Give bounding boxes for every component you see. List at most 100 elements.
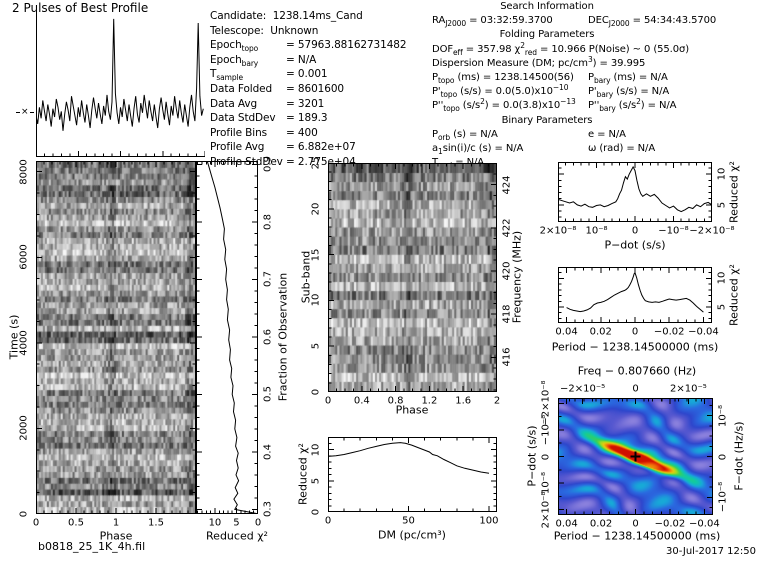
errorbar-right bbox=[29, 112, 34, 113]
tick-label: 5 bbox=[716, 303, 728, 311]
tick-label: 2 bbox=[493, 395, 501, 407]
tick-label: −10⁻⁸ bbox=[717, 482, 729, 513]
text-row: P''topo (s/s2) = 0.0(3.8)x10−13 P''bary (… bbox=[432, 97, 677, 114]
tick-label: 10 bbox=[310, 443, 322, 456]
tick-label: 0 bbox=[18, 510, 30, 518]
tick-label: −0.04 bbox=[689, 518, 720, 530]
tick-label: 2×10⁻⁸ bbox=[539, 225, 577, 237]
tick-label: 10⁻⁸ bbox=[717, 404, 729, 427]
text-row: Profile Bins = 400 bbox=[210, 126, 318, 139]
tick-label: 1.6 bbox=[455, 395, 472, 407]
axes-profile bbox=[36, 12, 205, 157]
tick-label: 0.3 bbox=[262, 501, 274, 518]
tick-label: 20 bbox=[310, 202, 322, 216]
text-row: Search Information bbox=[500, 1, 594, 12]
text-row: Data StdDev = 189.3 bbox=[210, 112, 328, 125]
tick-label: 0 bbox=[32, 517, 40, 529]
period-curve-panel bbox=[558, 267, 712, 323]
reduced-chi2-label-strip: Reduced χ² bbox=[206, 529, 268, 543]
tick-label: 50 bbox=[402, 515, 415, 527]
tick-label: 0.7 bbox=[262, 271, 274, 288]
tick-label: 0.6 bbox=[262, 328, 274, 345]
tick-label: −2×10⁻⁵ bbox=[560, 383, 606, 395]
plot-datetime: 30-Jul-2017 12:50 bbox=[665, 546, 756, 557]
dm-axis-label: DM (pc/cm³) bbox=[378, 528, 446, 542]
phase-axis-label-left: Phase bbox=[99, 529, 133, 543]
tick-label: 0.8 bbox=[387, 395, 404, 407]
tick-label: 0.9 bbox=[262, 156, 274, 173]
tick-label: 0 bbox=[310, 388, 322, 396]
tick-label: 10⁻⁸ bbox=[585, 225, 608, 237]
tick-label: 0.5 bbox=[262, 386, 274, 403]
search-info-block: Search Information RAJ2000 = 03:32:59.370… bbox=[432, 0, 759, 170]
chi2-vs-fraction-panel bbox=[196, 161, 258, 514]
text-row: Data Avg = 3201 bbox=[210, 97, 325, 110]
text-row: RAJ2000 = 03:32:59.3700 DECJ2000 = 54:34:… bbox=[432, 15, 717, 29]
tick-label: 4000 bbox=[18, 330, 30, 356]
tick-label: 10 bbox=[716, 272, 728, 285]
tick-label: 15 bbox=[310, 248, 322, 261]
tick-label: 0.04 bbox=[555, 326, 578, 338]
tick-label: 422 bbox=[501, 218, 513, 238]
pdot-axis-label: P−dot (s/s) bbox=[604, 238, 666, 252]
text-row: Data Folded = 8601600 bbox=[210, 82, 344, 95]
fdot-axis-label: F−dot (Hz/s) bbox=[732, 421, 746, 491]
tick-label: 0 bbox=[324, 515, 332, 527]
tick-label: −2×10⁻⁸ bbox=[689, 225, 735, 237]
tick-label: 0 bbox=[717, 453, 729, 460]
text-row: a1sin(i)/c (s) = N/A ω (rad) = N/A bbox=[432, 142, 656, 156]
axes-pdot_fdot_map bbox=[558, 398, 713, 515]
tick-label: −10⁻⁸ bbox=[540, 414, 552, 446]
tick-label: 6000 bbox=[18, 244, 30, 270]
errorbar-left bbox=[16, 112, 20, 113]
tick-label: 2000 bbox=[18, 415, 30, 442]
tick-label: 1.2 bbox=[421, 395, 438, 407]
pdot-curve-panel bbox=[558, 162, 712, 222]
axes-time_phase bbox=[36, 161, 196, 514]
tick-label: 1.5 bbox=[148, 517, 164, 529]
tick-label: 0.04 bbox=[555, 518, 578, 530]
tick-label: 1 bbox=[112, 517, 120, 529]
phase-axis-label-mid: Phase bbox=[395, 403, 429, 417]
tick-label: 0.8 bbox=[262, 213, 274, 230]
axes-dm_curve bbox=[328, 437, 497, 512]
profile-title: 2 Pulses of Best Profile bbox=[12, 1, 149, 15]
tick-label: 2×10⁻⁵ bbox=[669, 383, 707, 395]
tick-label: −10⁻⁸ bbox=[658, 225, 689, 237]
tick-label: 0 bbox=[254, 517, 262, 529]
tick-label: 0.5 bbox=[68, 517, 84, 529]
tick-label: 416 bbox=[501, 347, 513, 367]
mean-cross-icon: × bbox=[21, 107, 29, 117]
tick-label: 10 bbox=[208, 517, 222, 529]
tick-label: −0.02 bbox=[653, 326, 685, 338]
map-period-axis-label: Period − 1238.14500000 (ms) bbox=[553, 529, 721, 543]
profile-mean-marker: × bbox=[15, 108, 35, 117]
axes-subband bbox=[328, 163, 497, 392]
tick-label: 0.4 bbox=[262, 443, 274, 460]
tick-label: 10 bbox=[716, 167, 728, 181]
text-row: Dispersion Measure (DM; pc/cm3) = 39.995 bbox=[432, 54, 646, 69]
tick-label: 5 bbox=[716, 201, 728, 209]
map-pdot-axis-label: P−dot (s/s) bbox=[525, 425, 539, 487]
text-row: Epochtopo = 57963.88162731482 bbox=[210, 39, 407, 54]
reduced-chi2-label-dm: Reduced χ² bbox=[296, 443, 310, 505]
tick-label: 424 bbox=[501, 175, 513, 195]
tick-label: 2×10⁻⁸ bbox=[540, 491, 552, 529]
axes-pdot_curve bbox=[558, 162, 712, 222]
tick-label: 0 bbox=[632, 383, 639, 395]
tick-label: 0.4 bbox=[353, 395, 370, 407]
heatmap-canvas bbox=[329, 164, 496, 391]
tick-label: 5 bbox=[233, 517, 240, 529]
text-row: Epochbary = N/A bbox=[210, 53, 317, 68]
heatmap-canvas bbox=[37, 162, 195, 513]
text-row: Porb (s) = N/A e = N/A bbox=[432, 128, 626, 142]
text-row: Profile Avg = 6.882e+07 bbox=[210, 141, 356, 154]
tick-label: 0.02 bbox=[589, 326, 612, 338]
tick-label: 5 bbox=[310, 477, 322, 484]
tick-label: 0 bbox=[631, 326, 639, 338]
tick-label: 0 bbox=[324, 395, 332, 407]
text-row: Candidate: 1238.14ms_Cand bbox=[210, 10, 363, 22]
input-filename: b0818_25_1K_4h.fil bbox=[38, 540, 146, 553]
tick-label: 0 bbox=[631, 225, 639, 237]
